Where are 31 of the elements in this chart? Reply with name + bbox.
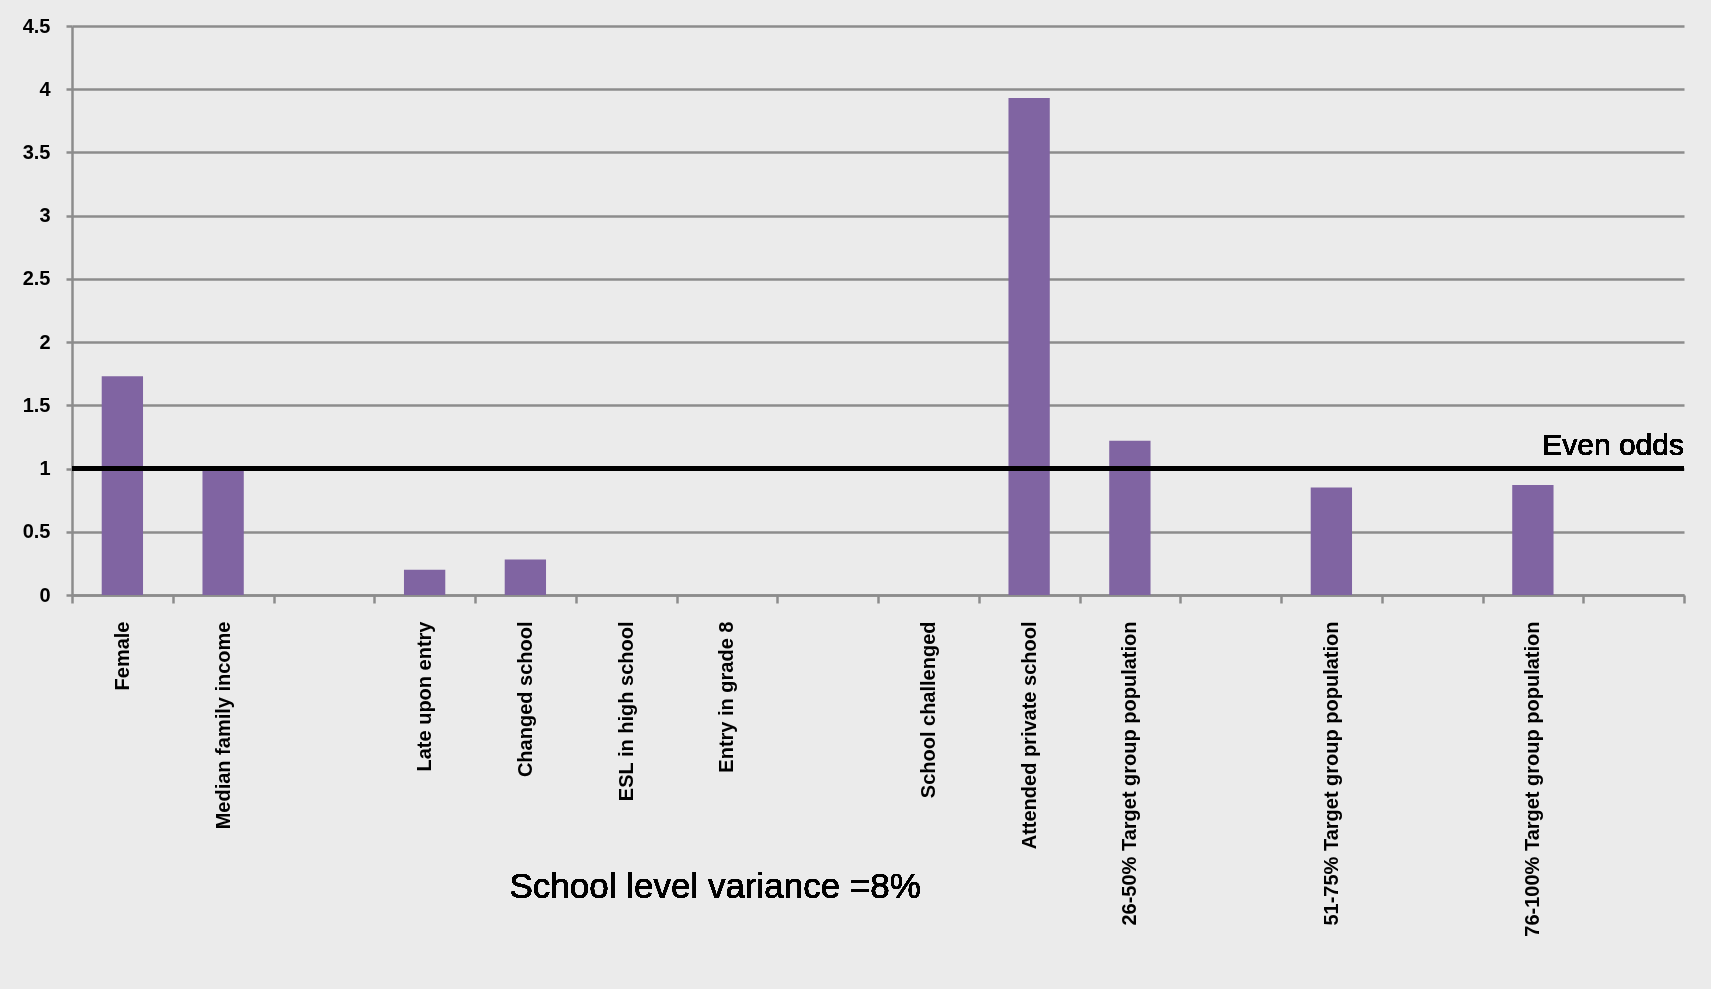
x-tick-label: 51-75% Target group population — [1319, 621, 1342, 926]
x-tick-label: Changed school — [513, 621, 536, 778]
x-tick-label: ESL in high school — [614, 621, 637, 802]
bar — [1512, 484, 1554, 595]
x-tick-label: Median family income — [211, 621, 234, 830]
y-tick-label: 2 — [39, 330, 51, 353]
bar — [101, 376, 144, 595]
x-tick-label: Entry in grade 8 — [715, 621, 738, 773]
bar — [504, 559, 547, 595]
bar — [1109, 440, 1151, 595]
y-tick-label: 4.5 — [22, 14, 51, 37]
y-tick-label: 1 — [39, 457, 51, 480]
y-tick-label: 3.5 — [22, 140, 51, 163]
x-tick-label: Female — [110, 621, 133, 691]
x-tick-label: Late upon entry — [413, 620, 436, 772]
text: School level variance =8% — [509, 866, 921, 905]
bar — [403, 569, 446, 595]
bar — [202, 468, 244, 595]
bar — [1310, 487, 1353, 595]
ref-line-label: Even odds — [1542, 427, 1684, 461]
x-tick-label: 76-100% Target group population — [1521, 621, 1544, 937]
y-tick-label: 1.5 — [22, 393, 51, 416]
y-tick-label: 0.5 — [22, 520, 51, 543]
y-tick-label: 3 — [39, 204, 51, 227]
x-tick-label: 26-50% Target group population — [1118, 621, 1141, 926]
bar — [1008, 98, 1050, 595]
y-tick-label: 0 — [39, 583, 51, 606]
y-tick-label: 2.5 — [22, 267, 51, 290]
x-tick-label: Attended private school — [1017, 621, 1040, 850]
x-tick-label: School challenged — [916, 621, 939, 799]
y-tick-label: 4 — [39, 77, 52, 100]
